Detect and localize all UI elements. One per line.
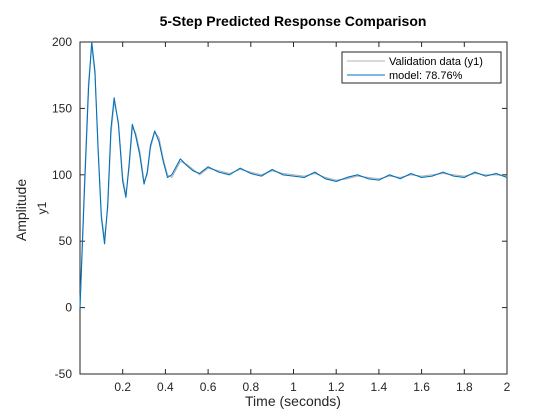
y-tick-label: 150 (52, 101, 72, 115)
x-tick-label: 1.4 (371, 380, 388, 394)
y-axis-label: Amplitude (13, 179, 29, 241)
x-tick-label: 1 (290, 380, 297, 394)
axes-box (79, 41, 508, 375)
y-tick-label: 100 (52, 168, 72, 182)
series-line-model (79, 41, 508, 308)
y-tick-label: -50 (55, 367, 73, 381)
x-tick-label: 0.2 (114, 380, 131, 394)
x-tick-label: 0.4 (157, 380, 174, 394)
x-axis-ticks: 0.2 0.4 0.6 0.8 1 1.2 1.4 1.6 1.8 2 (114, 42, 511, 394)
legend: Validation data (y1) model: 78.76% (341, 51, 502, 84)
series-layer (79, 41, 508, 308)
y-tick-label: 50 (59, 234, 73, 248)
chart-title: 5-Step Predicted Response Comparison (160, 13, 427, 29)
legend-label-validation: Validation data (y1) (389, 56, 483, 68)
x-tick-label: 2 (504, 380, 511, 394)
legend-label-model: model: 78.76% (389, 70, 463, 82)
x-tick-label: 0.6 (200, 380, 217, 394)
x-tick-label: 1.2 (328, 380, 345, 394)
x-axis-label: Time (seconds) (245, 393, 341, 409)
plot-area: -50 0 50 100 150 200 0.2 0.4 0.6 0.8 1 1.2 1.4 1.6 1.… (52, 35, 511, 394)
y-tick-label: 0 (65, 301, 72, 315)
legend-box (341, 51, 502, 84)
y-axis-ticks: -50 0 50 100 150 200 (52, 35, 507, 381)
x-tick-label: 1.6 (413, 380, 430, 394)
y-tick-label: 200 (52, 35, 72, 49)
x-tick-label: 0.8 (242, 380, 259, 394)
channel-label: y1 (35, 201, 49, 214)
x-tick-label: 1.8 (456, 380, 473, 394)
